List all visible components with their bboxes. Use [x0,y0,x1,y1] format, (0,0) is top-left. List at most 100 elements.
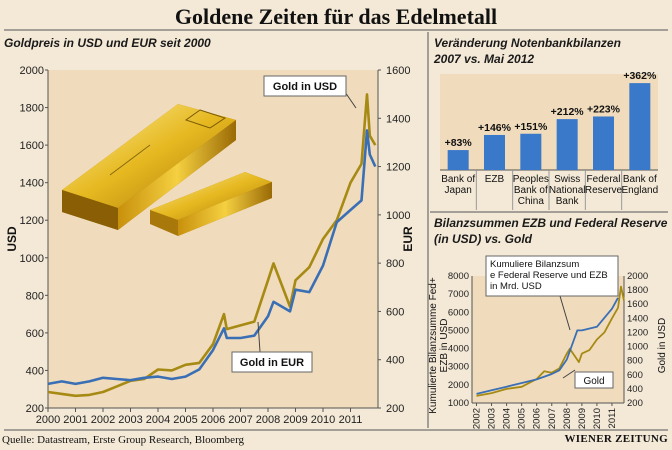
series-line-balance-sheets [476,297,619,395]
category-label: EZB [485,174,505,185]
bar-chart-title: Veränderung Notenbankbilanzen [434,36,621,50]
small-x-tick-label: 2011 [607,408,618,428]
y-left-tick-label: 1400 [20,178,44,190]
small-y-right-tick-label: 1000 [627,342,648,353]
legend-label-gold: Gold [583,376,604,387]
small-y-left-tick-label: 1000 [448,398,469,409]
x-tick-label: 2005 [173,414,197,426]
y-right-tick-label: 800 [386,258,404,270]
y-right-tick-label: 1600 [386,65,410,77]
small-chart-title: Bilanzsummen EZB und Federal Reserve [434,216,668,230]
category-label: National [549,185,586,196]
bar [520,133,542,170]
small-y-right-tick-label: 400 [627,384,643,395]
small-y-left-axis-label: Kumulierte Bilanzsumme Fed+ [428,277,439,414]
source-note: Quelle: Datastream, Erste Group Research… [2,434,245,446]
category-label: Reserve [585,185,623,196]
small-x-tick-label: 2003 [487,408,498,429]
small-y-left-tick-label: 5000 [448,325,469,336]
small-y-right-tick-label: 1800 [627,285,648,296]
legend-label-balance: in Mrd. USD [490,281,542,292]
small-x-tick-label: 2005 [517,408,528,429]
bar-value-label: +223% [587,103,621,115]
legend-leader-usd [344,91,357,109]
y-left-tick-label: 800 [26,290,44,302]
category-label: Bank of [514,185,548,196]
y-right-tick-label: 200 [386,403,404,415]
x-tick-label: 2004 [146,414,170,426]
legend-label-eur: Gold in EUR [240,357,304,369]
small-y-left-tick-label: 6000 [448,307,469,318]
legend-leader-eur [257,321,261,353]
legend-label-usd: Gold in USD [273,81,337,93]
y-left-tick-label: 400 [26,365,44,377]
small-y-left-tick-label: 3000 [448,362,469,373]
small-x-tick-label: 2007 [547,408,558,429]
bar-chart-subtitle: 2007 vs. Mai 2012 [434,52,535,66]
bar-value-label: +151% [514,121,548,133]
small-y-left-tick-label: 7000 [448,289,469,300]
small-y-right-axis-label: Gold in USD [657,318,668,374]
small-y-left-tick-label: 8000 [448,271,469,282]
y-left-axis-label: USD [5,226,19,252]
legend-box-gold [574,371,614,389]
category-label: Swiss [554,174,580,185]
category-label: Bank [556,196,580,207]
bar [629,83,651,170]
bar [556,119,578,170]
small-y-right-tick-label: 1200 [627,327,648,338]
y-right-tick-label: 400 [386,355,404,367]
small-y-right-tick-label: 600 [627,370,643,381]
x-tick-label: 2007 [228,414,252,426]
small-y-left-axis-label: EZB in USD [439,319,450,373]
bar-value-label: +362% [623,70,657,82]
y-left-tick-label: 1800 [20,103,44,115]
x-tick-label: 2003 [118,414,142,426]
y-right-tick-label: 1400 [386,113,410,125]
y-left-tick-label: 1200 [20,215,44,227]
legend-box-balance [485,255,619,297]
x-tick-label: 2010 [311,414,335,426]
y-left-tick-label: 1600 [20,140,44,152]
bar-value-label: +146% [478,122,512,134]
small-y-right-tick-label: 200 [627,398,643,409]
category-label: Bank of [441,174,475,185]
small-x-tick-label: 2002 [472,408,483,429]
y-left-tick-label: 200 [26,403,44,415]
small-x-tick-label: 2009 [577,408,588,429]
small-y-right-tick-label: 1600 [627,299,648,310]
small-x-tick-label: 2006 [532,408,543,429]
bar [447,150,469,170]
gold-bars-illustration [62,104,272,236]
bar [593,116,614,170]
legend-label-balance: e Federal Reserve und EZB [490,270,608,281]
x-tick-label: 2008 [256,414,280,426]
x-tick-label: 2009 [283,414,307,426]
small-x-tick-label: 2010 [592,408,603,429]
x-tick-label: 2011 [339,414,363,426]
bar [484,134,505,170]
category-label: Federal [587,174,621,185]
category-label: England [621,185,658,196]
x-tick-label: 2000 [36,414,60,426]
small-y-left-tick-label: 2000 [448,380,469,391]
small-y-right-tick-label: 1400 [627,313,648,324]
small-y-right-tick-label: 2000 [627,271,648,282]
main-chart-title: Goldpreis in USD und EUR seit 2000 [4,36,211,50]
x-tick-label: 2002 [91,414,115,426]
series-line-gold-usd [47,93,377,398]
small-chart-subtitle: (in USD) vs. Gold [434,232,533,246]
series-line-gold-eur [47,129,377,386]
legend-label-balance: Kumuliere Bilanzsum [490,259,579,270]
category-label: China [518,196,545,207]
legend-box-usd [263,75,347,97]
small-y-left-tick-label: 4000 [448,344,469,355]
small-x-tick-label: 2004 [502,408,513,429]
small-y-right-tick-label: 800 [627,356,643,367]
y-right-tick-label: 1000 [386,210,410,222]
page-title: Goldene Zeiten für das Edelmetall [174,4,498,29]
x-tick-label: 2001 [63,414,87,426]
x-tick-label: 2006 [201,414,225,426]
small-x-tick-label: 2008 [562,408,573,429]
